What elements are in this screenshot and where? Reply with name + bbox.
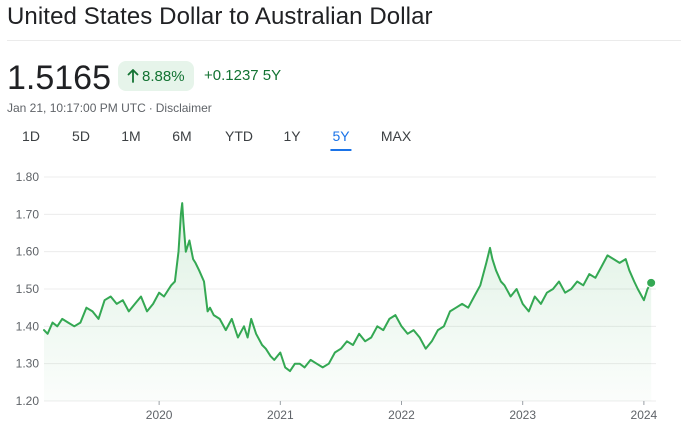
current-price: 1.5165 xyxy=(7,59,111,97)
series-area xyxy=(44,203,652,401)
quote-meta: Jan 21, 10:17:00 PM UTC · Disclaimer xyxy=(7,101,212,115)
y-tick-label: 1.60 xyxy=(16,245,40,259)
disclaimer-link[interactable]: Disclaimer xyxy=(155,101,212,115)
y-tick-label: 1.50 xyxy=(16,282,40,296)
y-tick-label: 1.30 xyxy=(16,357,40,371)
tab-1m[interactable]: 1M xyxy=(121,128,141,144)
x-tick-label: 2024 xyxy=(631,408,658,422)
x-tick-label: 2021 xyxy=(267,408,294,422)
tab-1d[interactable]: 1D xyxy=(22,128,40,144)
y-tick-label: 1.70 xyxy=(16,207,40,221)
y-tick-label: 1.40 xyxy=(16,319,40,333)
tab-1y[interactable]: 1Y xyxy=(283,128,301,144)
y-tick-label: 1.80 xyxy=(16,170,40,184)
tab-5d[interactable]: 5D xyxy=(72,128,90,144)
tab-6m[interactable]: 6M xyxy=(172,128,192,144)
tab-ytd[interactable]: YTD xyxy=(225,128,253,144)
x-tick-label: 2023 xyxy=(509,408,536,422)
current-point-marker xyxy=(646,277,657,288)
tab-max[interactable]: MAX xyxy=(380,128,412,144)
x-tick-label: 2020 xyxy=(146,408,173,422)
series-line xyxy=(43,202,653,373)
quote-timestamp: Jan 21, 10:17:00 PM UTC xyxy=(7,101,146,115)
change-absolute: +0.1237 5Y xyxy=(204,67,282,84)
arrow-up-icon xyxy=(127,69,139,83)
x-tick-label: 2022 xyxy=(388,408,415,422)
price-chart[interactable]: 1.80 1.70 1.60 1.50 1.40 1.30 1.20 2020 2021 2022… xyxy=(0,160,681,442)
change-percent-value: 8.88% xyxy=(142,67,185,85)
meta-separator: · xyxy=(148,101,153,115)
change-percent-badge: 8.88% xyxy=(118,61,194,91)
page-title: United States Dollar to Australian Dolla… xyxy=(7,3,433,30)
range-tabs: 1D 5D 1M 6M YTD 1Y 5Y MAX xyxy=(0,127,681,151)
y-tick-label: 1.20 xyxy=(16,394,40,408)
header-divider xyxy=(7,40,681,41)
tab-5y[interactable]: 5Y xyxy=(330,127,352,151)
